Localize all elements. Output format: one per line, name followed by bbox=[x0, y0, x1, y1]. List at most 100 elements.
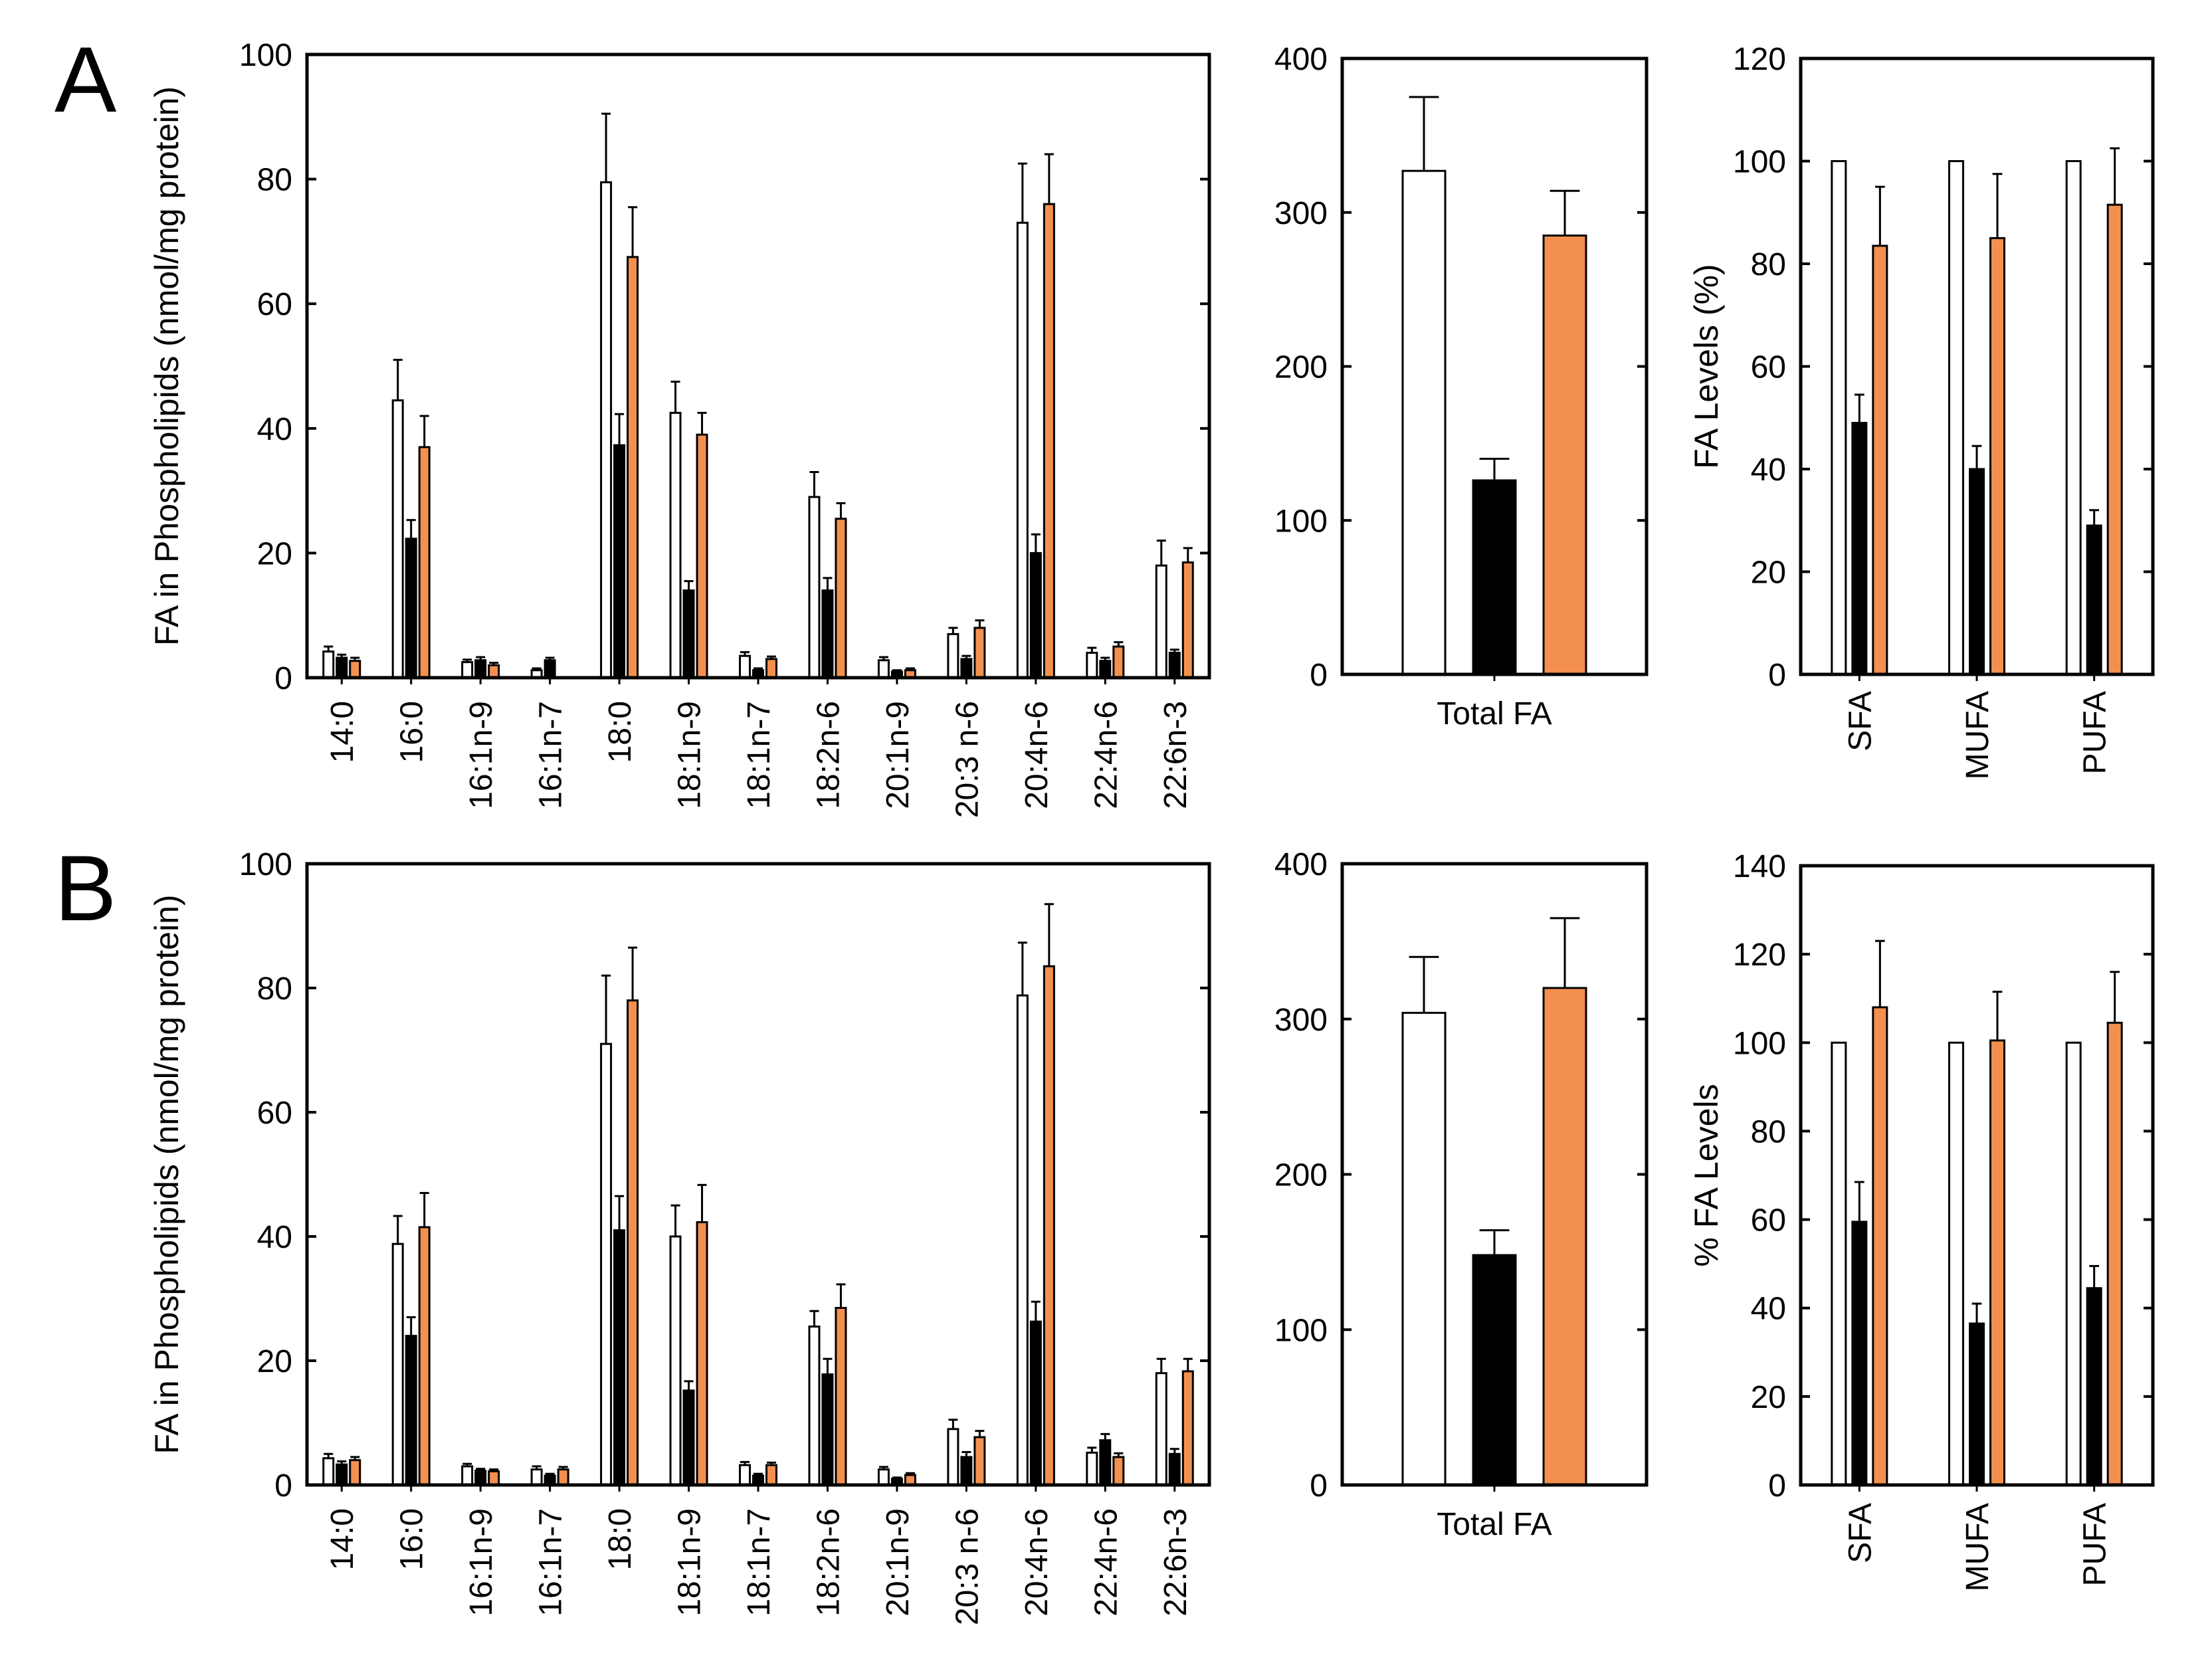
category-label: 20:1n-9 bbox=[880, 701, 916, 809]
y-tick-label: 60 bbox=[1751, 350, 1786, 385]
bar-group1 bbox=[669, 411, 682, 679]
bar-group3 bbox=[2106, 1021, 2123, 1486]
bar-group3 bbox=[973, 1436, 986, 1486]
bar-group1 bbox=[739, 654, 751, 679]
category-label: 20:4n-6 bbox=[1019, 1508, 1055, 1617]
bar-group3 bbox=[1872, 1006, 1888, 1486]
chart-a-fatty-acid-bars: 0 20 40 60 80 100 14:0 16:0 16:1n-9 16:1n-7 18:0 18… bbox=[148, 38, 1211, 818]
bar-group3 bbox=[973, 627, 986, 679]
bar-group3 bbox=[418, 1226, 431, 1486]
y-tick-label: 0 bbox=[1310, 1468, 1328, 1504]
plot-frame bbox=[1340, 56, 1649, 676]
bar-group1 bbox=[1155, 564, 1167, 679]
bar-group1 bbox=[1016, 994, 1029, 1486]
y-tick-label: 300 bbox=[1274, 196, 1328, 231]
bar-group2 bbox=[1969, 468, 1985, 676]
y-tick-label: 80 bbox=[257, 163, 292, 198]
y-tick-label: 120 bbox=[1733, 937, 1786, 973]
category-label: 16:0 bbox=[395, 701, 430, 763]
bar-group2 bbox=[960, 1456, 973, 1486]
y-tick-label: 0 bbox=[274, 1468, 292, 1504]
plot-frame bbox=[1799, 864, 2155, 1487]
bar-group2 bbox=[336, 1463, 348, 1486]
bar-group3 bbox=[1989, 237, 2005, 676]
bar-group2 bbox=[682, 1389, 695, 1486]
category-label: 20:3 n-6 bbox=[950, 1508, 985, 1625]
bar-group1 bbox=[808, 496, 821, 679]
panel-a-letter: A bbox=[54, 27, 117, 132]
bar-group3 bbox=[1112, 1456, 1125, 1486]
y-tick-label: 0 bbox=[274, 661, 292, 696]
category-label: 22:4n-6 bbox=[1088, 701, 1124, 809]
bar-group3 bbox=[1181, 561, 1194, 679]
category-label: 18:0 bbox=[603, 1508, 638, 1570]
bar-group2 bbox=[1472, 1254, 1517, 1486]
bar-group1 bbox=[739, 1464, 751, 1486]
category-label: 16:1n-7 bbox=[534, 701, 569, 809]
bar-group3 bbox=[1043, 203, 1055, 679]
bar-group1 bbox=[1086, 651, 1098, 679]
category-label: PUFA bbox=[2078, 1503, 2113, 1586]
bar-group1 bbox=[877, 659, 890, 679]
bar-group1 bbox=[1401, 169, 1447, 676]
bar-group3 bbox=[2106, 203, 2123, 676]
bar-group1 bbox=[947, 633, 959, 679]
bar-group3 bbox=[835, 1307, 847, 1486]
bar-group2 bbox=[405, 1335, 417, 1486]
category-label: 18:1n-9 bbox=[672, 701, 708, 809]
y-tick-label: 40 bbox=[1751, 1292, 1786, 1327]
bar-group2 bbox=[1168, 651, 1181, 679]
y-tick-label: 140 bbox=[1733, 849, 1786, 884]
bar-group2 bbox=[2086, 524, 2102, 676]
bar-group2 bbox=[1029, 1320, 1042, 1486]
bar-group1 bbox=[600, 181, 613, 679]
bar-group1 bbox=[530, 1468, 543, 1486]
category-label: 18:1n-7 bbox=[742, 701, 777, 809]
bar-group1 bbox=[669, 1235, 682, 1486]
chart-b-fatty-acid-bars: 0 20 40 60 80 100 14:0 16:0 16:1n-9 16:1n-7 18:0 18… bbox=[148, 847, 1211, 1625]
y-tick-label: 400 bbox=[1274, 847, 1328, 882]
y-axis-label: FA Levels (%) bbox=[1688, 264, 1725, 468]
bar-group3 bbox=[1043, 965, 1055, 1486]
bar-group1 bbox=[1086, 1451, 1098, 1486]
y-tick-label: 0 bbox=[1768, 1468, 1786, 1504]
bar-group2 bbox=[544, 659, 556, 679]
y-tick-label: 60 bbox=[257, 1096, 292, 1131]
category-label: 20:1n-9 bbox=[880, 1508, 916, 1617]
bar-group1 bbox=[1831, 160, 1847, 676]
y-tick-label: 0 bbox=[1310, 658, 1328, 693]
bar-group2 bbox=[474, 1469, 487, 1486]
plot-frame bbox=[1799, 56, 2155, 676]
bar-group3 bbox=[696, 1221, 708, 1486]
bar-group3 bbox=[349, 1459, 361, 1486]
bar-group2 bbox=[1099, 1439, 1112, 1486]
bar-group1 bbox=[322, 650, 335, 679]
category-label: 18:2n-6 bbox=[811, 701, 846, 809]
bar-group2 bbox=[821, 1373, 834, 1486]
y-tick-label: 200 bbox=[1274, 1158, 1328, 1193]
bar-group2 bbox=[613, 444, 626, 679]
y-tick-label: 100 bbox=[1274, 1313, 1328, 1348]
y-axis-label: FA in Phospholipids (nmol/mg protein) bbox=[148, 86, 185, 646]
y-axis-label: FA in Phospholipids (nmol/mg protein) bbox=[148, 894, 185, 1454]
category-label: 20:4n-6 bbox=[1019, 701, 1055, 809]
category-label: 22:6n-3 bbox=[1158, 1508, 1193, 1617]
y-tick-label: 20 bbox=[257, 1344, 292, 1379]
bar-group1 bbox=[1401, 1011, 1447, 1486]
y-tick-label: 0 bbox=[1768, 658, 1786, 693]
category-label: 16:1n-9 bbox=[464, 1508, 499, 1617]
y-tick-label: 100 bbox=[239, 847, 292, 882]
bar-group2 bbox=[682, 589, 695, 679]
category-label: MUFA bbox=[1960, 1503, 1995, 1591]
bar-group2 bbox=[405, 538, 417, 679]
category-label: SFA bbox=[1843, 691, 1878, 751]
bar-group2 bbox=[1851, 421, 1868, 676]
bar-group3 bbox=[765, 658, 777, 679]
category-label: 18:1n-7 bbox=[742, 1508, 777, 1617]
bar-group3 bbox=[1542, 987, 1587, 1486]
category-label: 18:0 bbox=[603, 701, 638, 763]
y-tick-label: 200 bbox=[1274, 350, 1328, 385]
bar-group1 bbox=[322, 1457, 335, 1486]
y-tick-label: 100 bbox=[1733, 1026, 1786, 1061]
bar-group1 bbox=[1831, 1041, 1847, 1486]
